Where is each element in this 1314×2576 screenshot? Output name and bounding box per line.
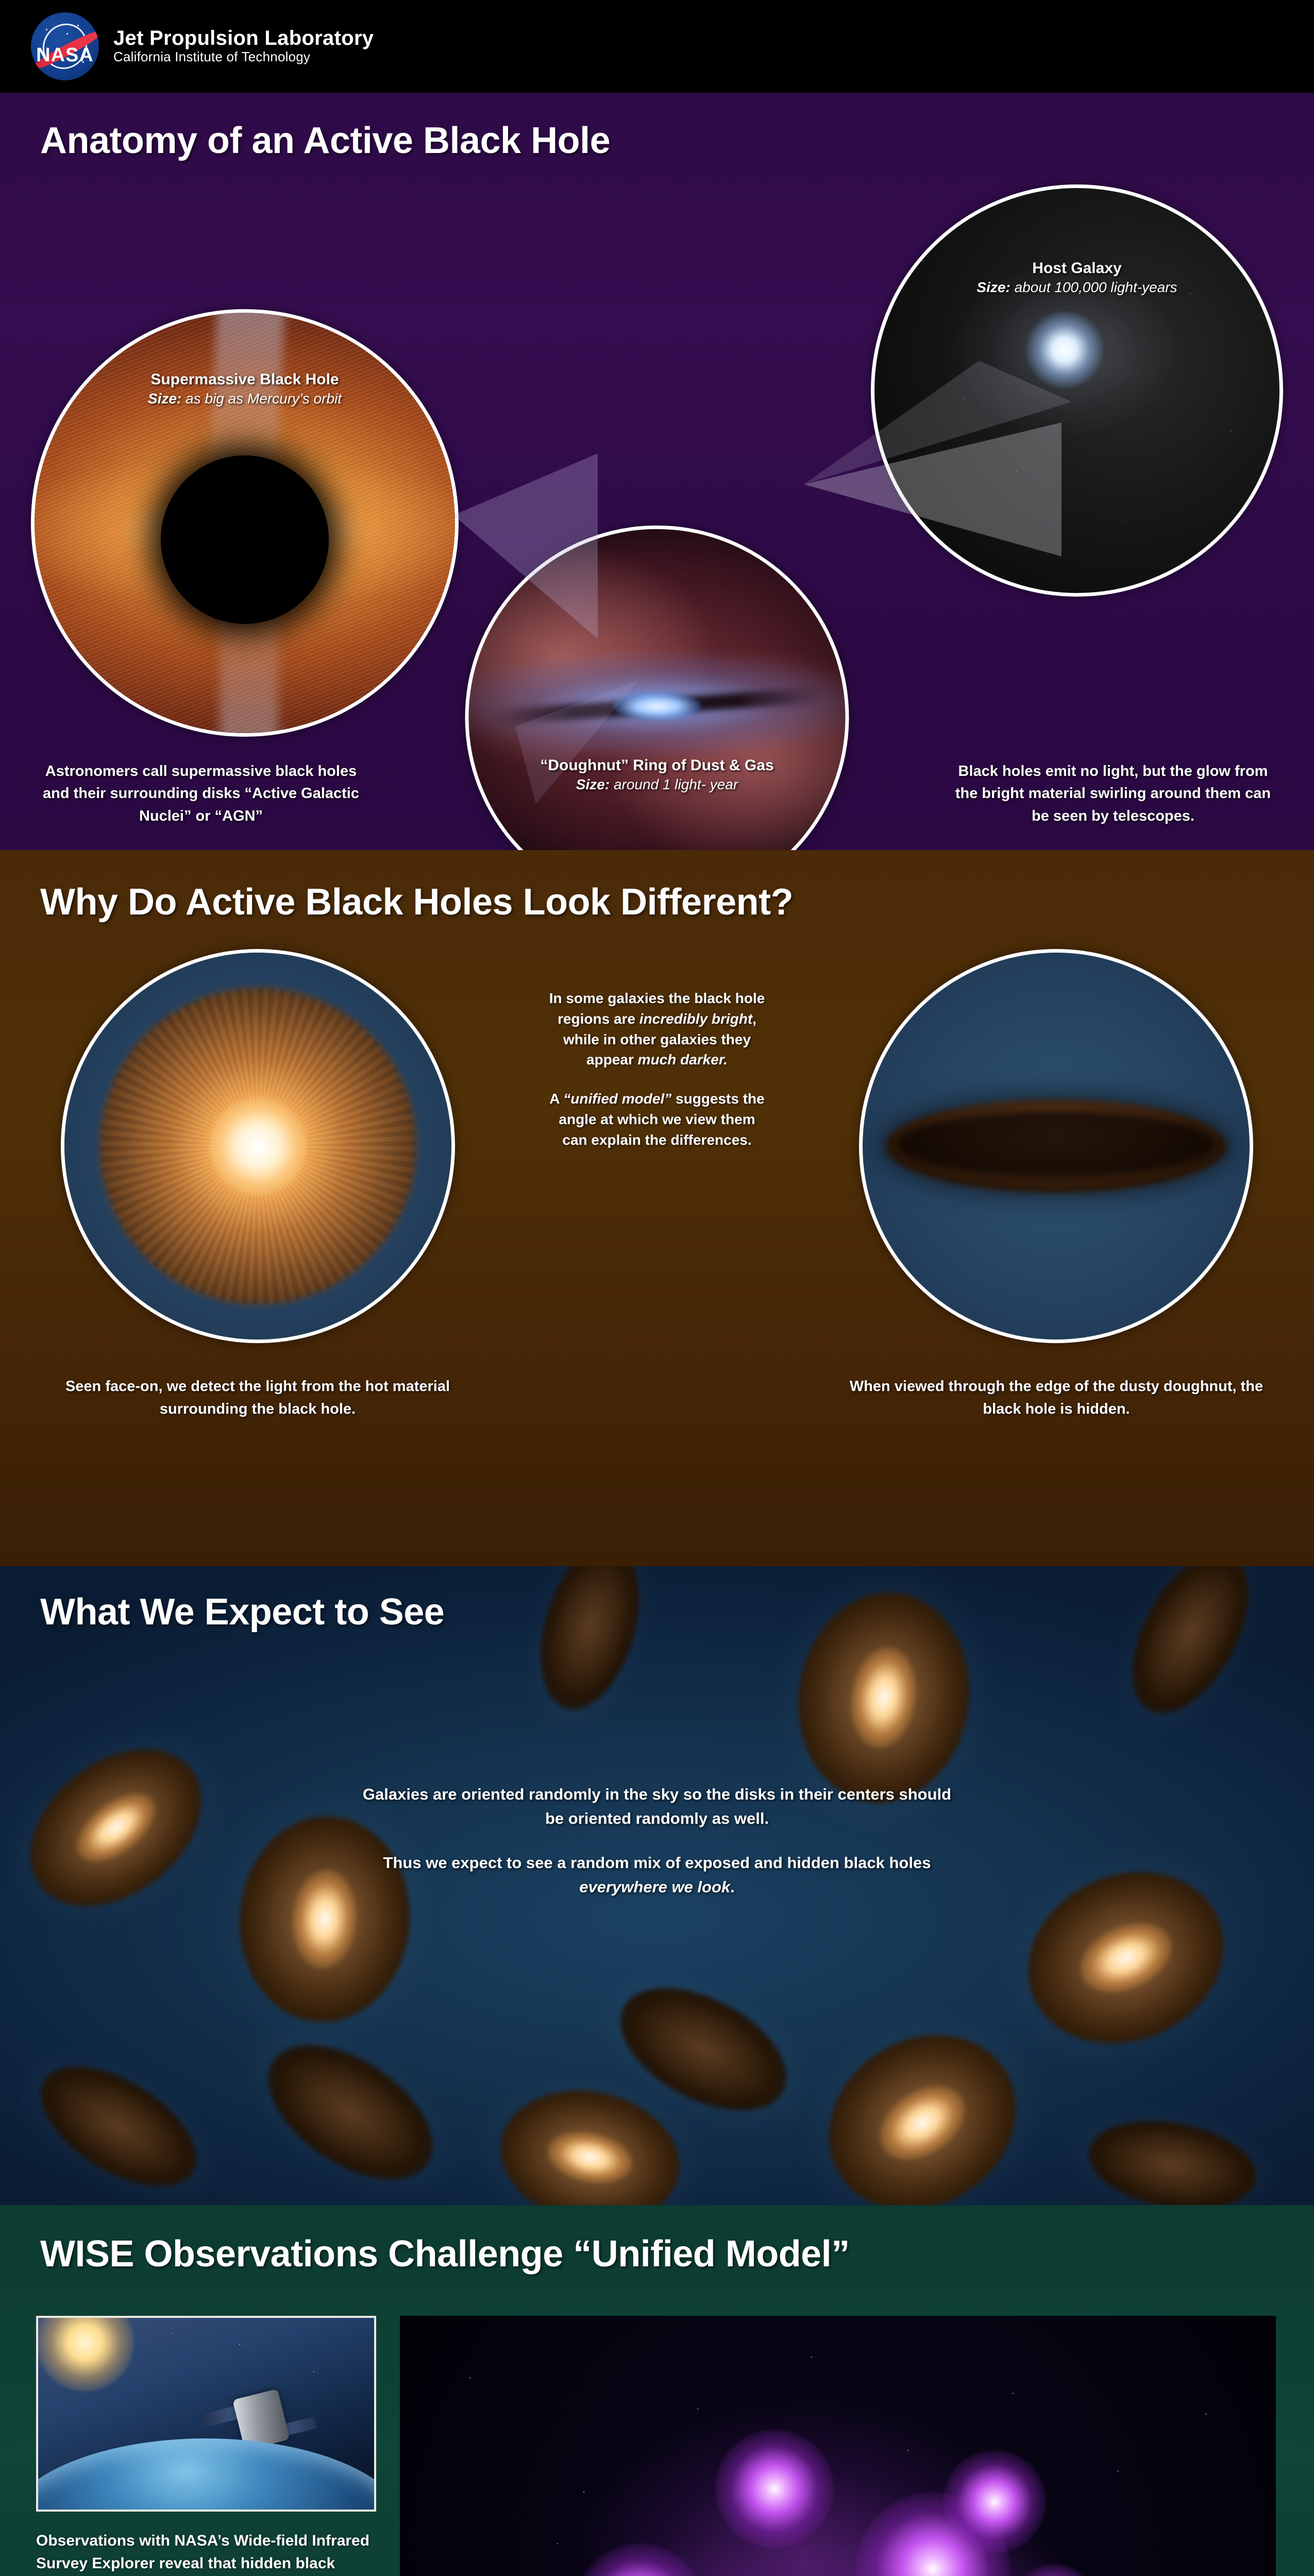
section2-title: Why Do Active Black Holes Look Different… bbox=[40, 882, 794, 923]
section1-title: Anatomy of an Active Black Hole bbox=[40, 120, 611, 161]
section-what-we-expect: What We Expect to See Galaxies are orien… bbox=[0, 1566, 1314, 2205]
wise-spacecraft-image bbox=[36, 2316, 376, 2512]
s3-p2b: . bbox=[730, 1877, 735, 1896]
section-anatomy: Anatomy of an Active Black Hole Supermas… bbox=[0, 93, 1314, 850]
s2-p2b: suggests the angle at which we view them… bbox=[559, 1091, 765, 1148]
s3-p1: Galaxies are oriented randomly in the sk… bbox=[362, 1785, 952, 1827]
doughnut-tile bbox=[1085, 1566, 1295, 1760]
s3-em: everywhere we look bbox=[579, 1877, 731, 1896]
section3-explainer: Galaxies are oriented randomly in the sk… bbox=[361, 1783, 953, 1899]
section2-caption-right: When viewed through the edge of the dust… bbox=[849, 1378, 1264, 1417]
doughnut-tile bbox=[0, 2018, 244, 2205]
section-look-different: Why Do Active Black Holes Look Different… bbox=[0, 850, 1314, 1566]
dark-matter-galaxies-image bbox=[400, 2316, 1276, 2576]
doughnut-tile bbox=[215, 1991, 486, 2205]
doughnut-tile bbox=[759, 1965, 1086, 2205]
doughnut-tile bbox=[0, 1686, 264, 1969]
nasa-wordmark: NASA bbox=[36, 44, 94, 66]
doughnut-tile bbox=[757, 1566, 1010, 1847]
doughnut-tile bbox=[1055, 2092, 1289, 2205]
face-on-doughnut-image bbox=[61, 949, 455, 1343]
nasa-logo-icon: NASA bbox=[31, 12, 99, 80]
section2-explainer: In some galaxies the black hole regions … bbox=[549, 988, 765, 1150]
section-wise-observations: WISE Observations Challenge “Unified Mod… bbox=[0, 2205, 1314, 2576]
s3-p2a: Thus we expect to see a random mix of ex… bbox=[383, 1854, 931, 1872]
section4-text: Observations with NASA’s Wide-field Infr… bbox=[36, 2530, 376, 2576]
section1-footnote-right: Black holes emit no light, but the glow … bbox=[955, 762, 1271, 824]
connector-cone-left bbox=[453, 361, 1072, 804]
section4-title: WISE Observations Challenge “Unified Mod… bbox=[40, 2233, 850, 2275]
s4-p1a: Observations with NASA’s Wide-field Infr… bbox=[36, 2532, 370, 2572]
host-galaxy-image bbox=[871, 184, 1283, 597]
section3-title: What We Expect to See bbox=[40, 1591, 445, 1633]
section1-footnote-left: Astronomers call supermassive black hole… bbox=[43, 762, 359, 824]
s2-em2: much darker. bbox=[637, 1052, 728, 1068]
doughnut-tile bbox=[965, 1809, 1287, 2107]
section2-caption-left: Seen face-on, we detect the light from t… bbox=[65, 1378, 450, 1417]
s2-p1a: In some galaxies the black hole regions … bbox=[549, 990, 765, 1027]
supermassive-black-hole-image bbox=[31, 309, 459, 737]
s2-p2a: A bbox=[549, 1091, 564, 1107]
s2-em3: “unified model” bbox=[563, 1091, 672, 1107]
s2-p1b: , while in other galaxies they appear bbox=[563, 1010, 756, 1068]
s2-em1: incredibly bright bbox=[639, 1010, 753, 1027]
edge-on-doughnut-image bbox=[859, 949, 1253, 1343]
dust-doughnut-image bbox=[465, 526, 849, 850]
jpl-header: NASA Jet Propulsion Laboratory Californi… bbox=[0, 0, 1314, 93]
caltech-subtitle: California Institute of Technology bbox=[113, 49, 311, 65]
doughnut-tile bbox=[504, 1566, 676, 1748]
jpl-title: Jet Propulsion Laboratory bbox=[113, 27, 374, 50]
